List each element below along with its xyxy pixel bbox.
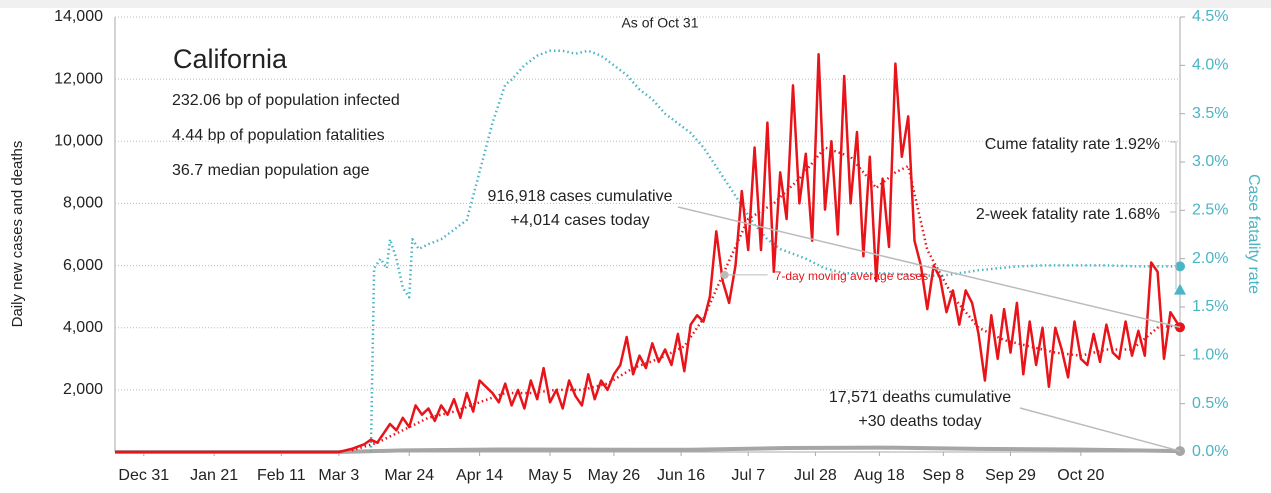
note: 36.7 median population age [172,162,370,179]
y2-tick-label: 2.5% [1192,202,1228,219]
annotation: Cume fatality rate 1.92% [985,136,1160,153]
y2-tick-label: 0.5% [1192,395,1228,412]
x-tick-label: Jan 21 [190,467,238,484]
y2-tick-label: 1.0% [1192,347,1228,364]
series-label: 7-day moving average cases [775,269,928,283]
y-tick-label: 10,000 [54,133,103,150]
x-tick-label: Mar 3 [318,467,359,484]
leader-line [1170,211,1177,290]
annotation: +30 deaths today [858,413,981,430]
y2-axis-title: Case fatality rate [1245,174,1262,294]
top-band [0,0,1271,8]
y-tick-label: 12,000 [54,70,103,87]
y-axis-title: Daily new cases and deaths [9,141,26,328]
x-tick-label: Dec 31 [118,467,169,484]
x-tick-label: Mar 24 [384,467,434,484]
leader-line [1019,407,1181,452]
annotation: 916,918 cases cumulative [488,188,673,205]
y-tick-label: 2,000 [63,381,103,398]
y2-tick-label: 3.5% [1192,105,1228,122]
y2-tick-label: 4.0% [1192,57,1228,74]
y-tick-label: 8,000 [63,195,103,212]
y-tick-label: 4,000 [63,319,103,336]
x-tick-label: Sep 29 [985,467,1036,484]
y2-tick-label: 3.0% [1192,153,1228,170]
leader-line [1170,141,1177,267]
x-tick-label: Aug 18 [854,467,905,484]
annotation: 2-week fatality rate 1.68% [976,206,1160,223]
subtitle: As of Oct 31 [621,15,698,31]
x-tick-label: Sep 8 [922,467,964,484]
y2-tick-label: 0.0% [1192,443,1228,460]
note: 232.06 bp of population infected [172,92,400,109]
x-tick-label: Feb 11 [257,467,306,484]
x-tick-label: Jun 16 [657,467,705,484]
end-marker [1175,261,1185,272]
two-week-marker [1174,283,1186,295]
annotation: +4,014 cases today [510,212,649,229]
y2-tick-label: 4.5% [1192,8,1228,25]
leader-line [677,206,1181,329]
series-line [351,146,1181,452]
series-line [369,49,1180,453]
x-tick-label: Jul 28 [794,467,837,484]
x-tick-label: May 5 [528,467,572,484]
y-tick-label: 14,000 [54,8,103,25]
x-tick-label: May 26 [588,467,641,484]
annotation: 17,571 deaths cumulative [829,389,1011,406]
note: 4.44 bp of population fatalities [172,127,385,144]
y-tick-label: 6,000 [63,257,103,274]
y2-tick-label: 1.5% [1192,298,1228,315]
y2-tick-label: 2.0% [1192,250,1228,267]
x-tick-label: Oct 20 [1057,467,1104,484]
chart-title: California [173,44,288,74]
series-line [115,53,1182,454]
x-tick-label: Jul 7 [731,467,765,484]
x-tick-label: Apr 14 [456,467,503,484]
